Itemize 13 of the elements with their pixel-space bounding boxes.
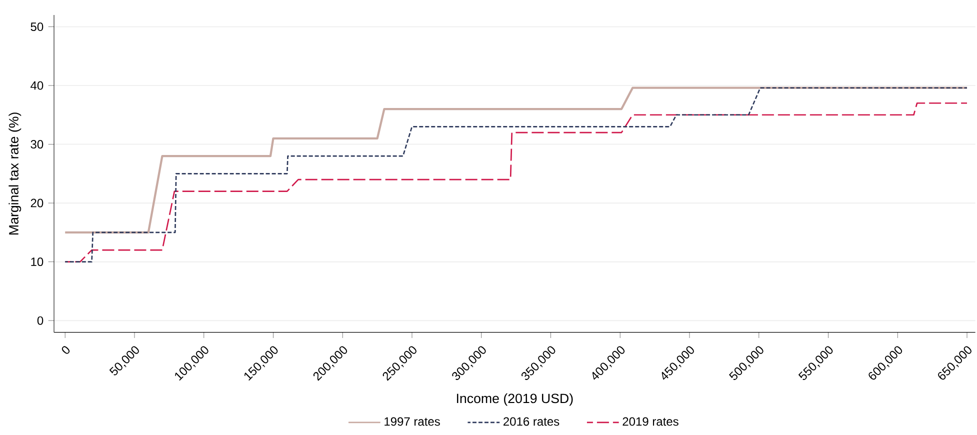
- y-tick-label: 40: [30, 81, 44, 90]
- y-tick-label: 0: [37, 316, 44, 325]
- x-axis-title: Income (2019 USD): [456, 393, 573, 406]
- y-axis-title: Marginal tax rate (%): [8, 112, 22, 234]
- legend-label: 2016 rates: [504, 417, 560, 426]
- legend-label: 1997 rates: [384, 417, 440, 426]
- y-tick-label: 10: [31, 258, 44, 266]
- y-tick-label: 30: [30, 140, 44, 149]
- legend-label: 2019 rates: [622, 417, 678, 426]
- y-tick-label: 20: [30, 198, 44, 208]
- x-tick-label: 0: [62, 346, 70, 354]
- line-series: [64, 86, 968, 234]
- y-tick-label: 50: [30, 22, 44, 32]
